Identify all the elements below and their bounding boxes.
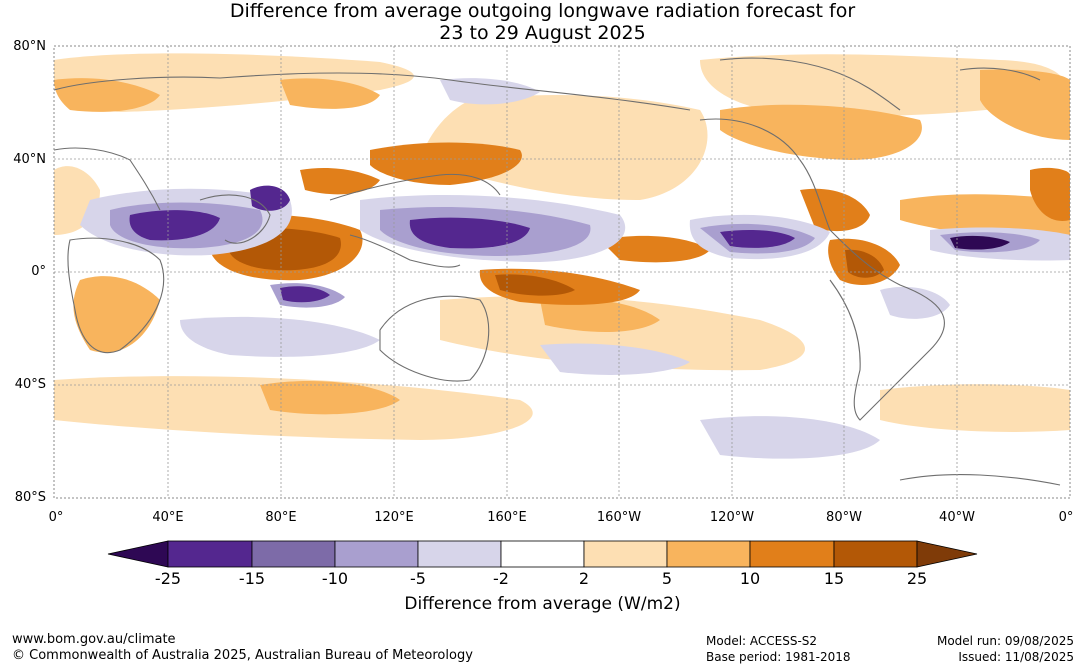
colorbar-swatch bbox=[334, 540, 419, 568]
footer-model-run: Model run: 09/08/2025 bbox=[936, 634, 1074, 648]
colorbar-swatch bbox=[251, 540, 336, 568]
colorbar-swatch bbox=[749, 540, 835, 568]
lon-label-80w: 80°W bbox=[826, 510, 862, 525]
colorbar-extend-low bbox=[107, 540, 169, 568]
map-title-line-1: Difference from average outgoing longwav… bbox=[229, 0, 856, 22]
colorbar-title: Difference from average (W/m2) bbox=[404, 594, 681, 614]
coastlines bbox=[54, 57, 1061, 486]
colorbar-label: -25 bbox=[154, 569, 182, 588]
lon-label-160w: 160°W bbox=[596, 510, 642, 525]
footer-copyright: © Commonwealth of Australia 2025, Austra… bbox=[12, 648, 473, 663]
colorbar-swatch bbox=[500, 540, 585, 568]
footer-website[interactable]: www.bom.gov.au/climate bbox=[12, 632, 176, 647]
lon-label-0-left: 0° bbox=[48, 510, 64, 525]
colorbar-swatch bbox=[167, 540, 253, 568]
colorbar bbox=[107, 540, 978, 568]
footer-model: Model: ACCESS-S2 bbox=[706, 634, 818, 648]
lon-label-40e: 40°E bbox=[152, 510, 184, 525]
colorbar-swatch bbox=[666, 540, 751, 568]
lat-label-40s: 40°S bbox=[14, 377, 46, 392]
colorbar-swatch bbox=[583, 540, 668, 568]
colorbar-extend-high bbox=[916, 540, 978, 568]
map-title-line-2: 23 to 29 August 2025 bbox=[439, 22, 646, 44]
colorbar-label: 15 bbox=[823, 569, 845, 588]
lon-label-40w: 40°W bbox=[939, 510, 975, 525]
lon-label-120w: 120°W bbox=[709, 510, 755, 525]
colorbar-label: 10 bbox=[739, 569, 761, 588]
colorbar-label: 2 bbox=[578, 569, 590, 588]
lat-label-80n: 80°N bbox=[13, 39, 46, 54]
colorbar-label: 25 bbox=[906, 569, 928, 588]
anomaly-field bbox=[54, 53, 1070, 459]
lon-label-120e: 120°E bbox=[374, 510, 414, 525]
graticule bbox=[54, 46, 1070, 498]
colorbar-swatch bbox=[417, 540, 502, 568]
lon-label-80e: 80°E bbox=[265, 510, 297, 525]
lat-label-80s: 80°S bbox=[14, 490, 46, 505]
colorbar-label: -5 bbox=[410, 569, 426, 588]
colorbar-label: 5 bbox=[661, 569, 673, 588]
lon-label-160e: 160°E bbox=[487, 510, 527, 525]
colorbar-swatch bbox=[833, 540, 918, 568]
map-frame bbox=[53, 45, 1071, 499]
lon-label-0-right: 0° bbox=[1058, 510, 1074, 525]
lat-label-0: 0° bbox=[31, 264, 46, 279]
footer-issued: Issued: 11/08/2025 bbox=[958, 650, 1074, 664]
colorbar-label: -15 bbox=[238, 569, 266, 588]
lat-label-40n: 40°N bbox=[13, 152, 46, 167]
colorbar-label: -10 bbox=[321, 569, 349, 588]
footer-base-period: Base period: 1981-2018 bbox=[706, 650, 851, 664]
colorbar-label: -2 bbox=[493, 569, 509, 588]
